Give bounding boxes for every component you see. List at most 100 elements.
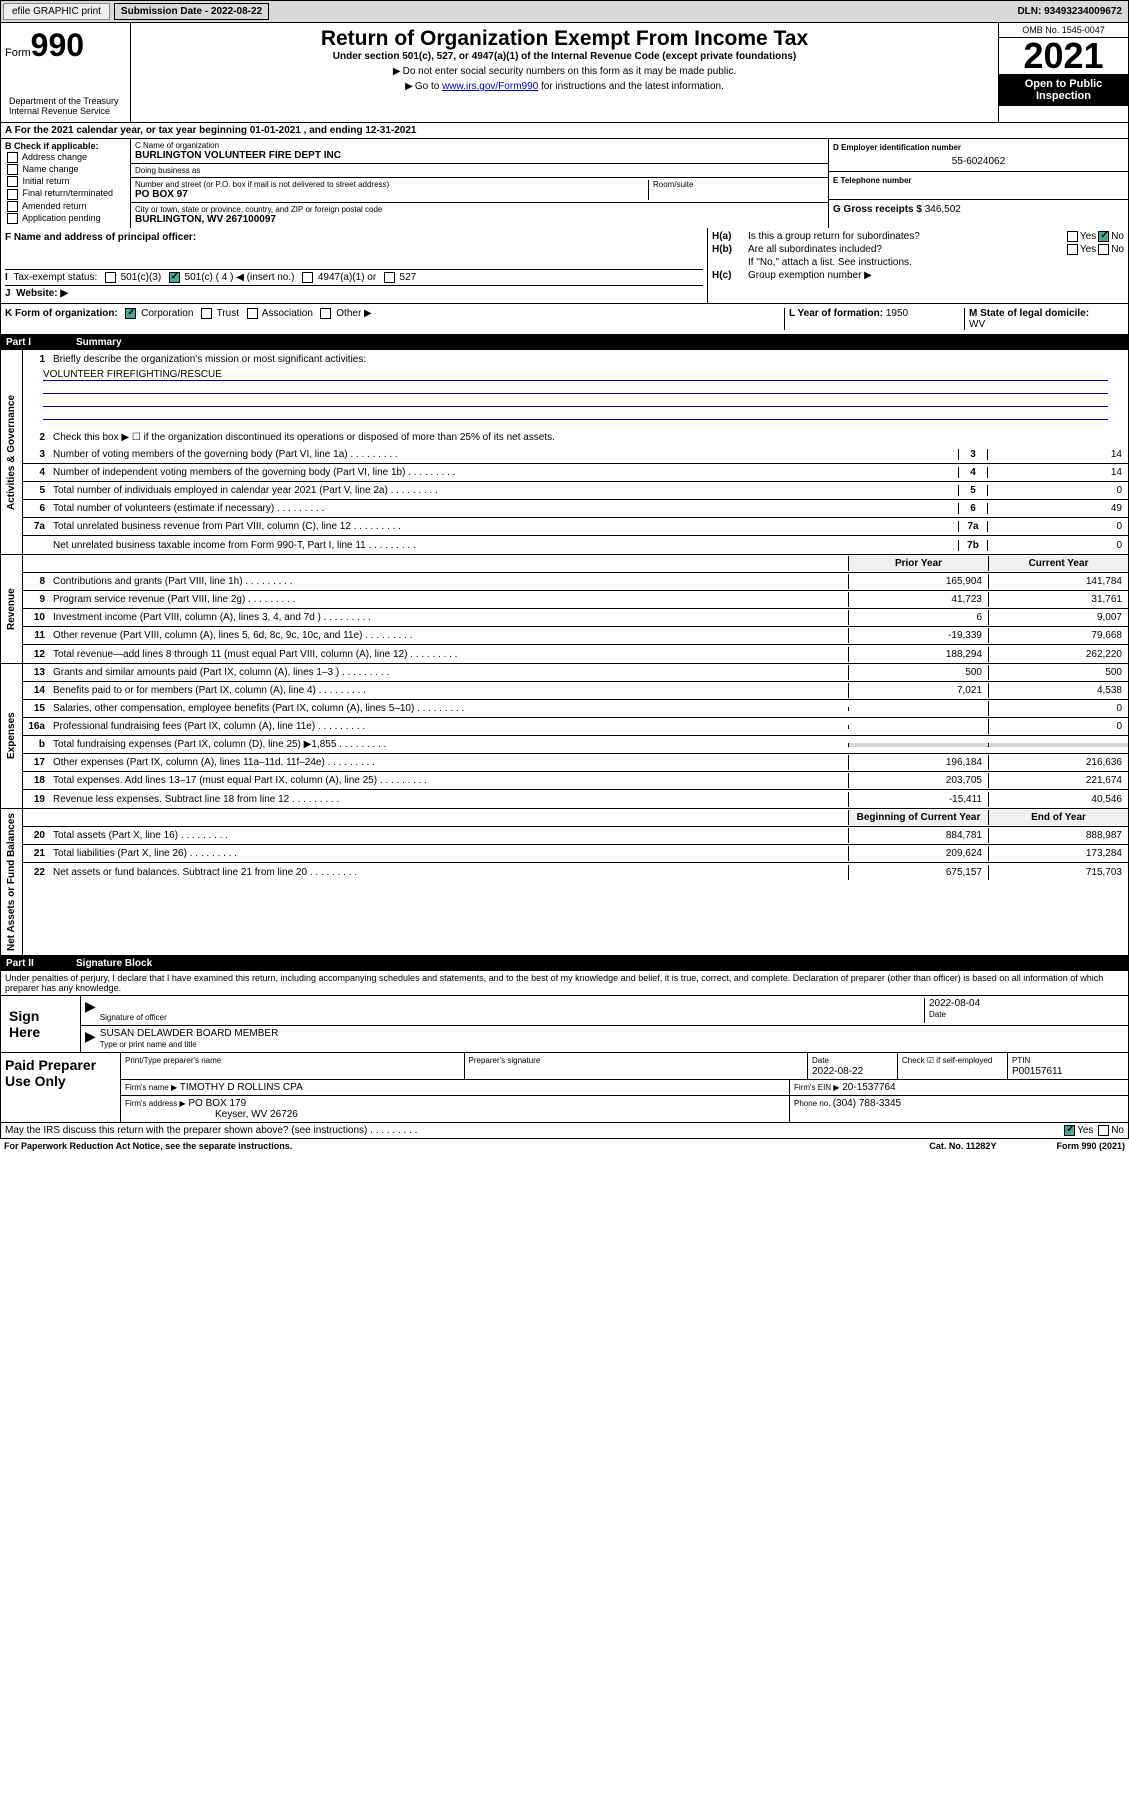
prep-date-label: Date bbox=[812, 1056, 829, 1065]
check-name-change[interactable]: Name change bbox=[5, 164, 126, 175]
bottom-line: For Paperwork Reduction Act Notice, see … bbox=[0, 1139, 1129, 1153]
check-501c[interactable] bbox=[169, 272, 180, 283]
check-association[interactable] bbox=[247, 308, 258, 319]
check-4947[interactable] bbox=[302, 272, 313, 283]
summary-line-18: Total expenses. Add lines 13–17 (must eq… bbox=[49, 773, 848, 788]
form-label: Form bbox=[5, 47, 31, 59]
line-value: 14 bbox=[988, 447, 1128, 462]
check-501c3[interactable] bbox=[105, 272, 116, 283]
vtab-expenses: Expenses bbox=[1, 664, 23, 808]
city-value: BURLINGTON, WV 267100097 bbox=[135, 214, 824, 225]
hb-yes[interactable] bbox=[1067, 244, 1078, 255]
summary-line-20: Total assets (Part X, line 16) bbox=[49, 828, 848, 843]
summary-line-10: Investment income (Part VIII, column (A)… bbox=[49, 610, 848, 625]
ptin-value: P00157611 bbox=[1012, 1066, 1062, 1077]
instructions-note: Go to www.irs.gov/Form990 for instructio… bbox=[139, 81, 990, 92]
footer-discuss: May the IRS discuss this return with the… bbox=[0, 1123, 1129, 1139]
prior-year-value: 41,723 bbox=[848, 592, 988, 607]
sig-name-title-label: Type or print name and title bbox=[100, 1040, 197, 1049]
sign-here-label: Sign Here bbox=[1, 996, 81, 1052]
current-year-value: 0 bbox=[988, 701, 1128, 716]
hb-text: Are all subordinates included? bbox=[748, 244, 1065, 255]
summary-line-11: Other revenue (Part VIII, column (A), li… bbox=[49, 628, 848, 643]
check-final-return[interactable]: Final return/terminated bbox=[5, 188, 126, 199]
ha-yes[interactable] bbox=[1067, 231, 1078, 242]
current-year-value: 715,703 bbox=[988, 865, 1128, 880]
current-year-value: 0 bbox=[988, 719, 1128, 734]
current-year-value: 141,784 bbox=[988, 574, 1128, 589]
summary-revenue: Revenue Prior YearCurrent Year 8Contribu… bbox=[0, 555, 1129, 664]
city-label: City or town, state or province, country… bbox=[135, 205, 824, 214]
summary-line-13: Grants and similar amounts paid (Part IX… bbox=[49, 665, 848, 680]
check-address-change[interactable]: Address change bbox=[5, 152, 126, 163]
hc-text: Group exemption number ▶ bbox=[748, 270, 872, 281]
k-label: K Form of organization: bbox=[5, 308, 118, 319]
summary-line-b: Total fundraising expenses (Part IX, col… bbox=[49, 737, 848, 752]
paid-prep-label: Paid Preparer Use Only bbox=[1, 1053, 121, 1122]
room-label: Room/suite bbox=[653, 180, 824, 189]
check-initial-return[interactable]: Initial return bbox=[5, 176, 126, 187]
hb-label: H(b) bbox=[712, 244, 748, 255]
summary-line-19: Revenue less expenses. Subtract line 18 … bbox=[49, 792, 848, 807]
firm-ein-label: Firm's EIN ▶ bbox=[794, 1083, 839, 1092]
j-website-label: Website: ▶ bbox=[16, 288, 68, 299]
discuss-text: May the IRS discuss this return with the… bbox=[5, 1125, 1062, 1136]
irs-link[interactable]: www.irs.gov/Form990 bbox=[442, 81, 538, 92]
summary-line-4: Number of independent voting members of … bbox=[49, 465, 958, 480]
prior-year-value bbox=[848, 725, 988, 729]
dba-label: Doing business as bbox=[135, 166, 824, 175]
discuss-no[interactable] bbox=[1098, 1125, 1109, 1136]
vtab-revenue: Revenue bbox=[1, 555, 23, 663]
prior-year-value: 884,781 bbox=[848, 828, 988, 843]
current-year-value: 79,668 bbox=[988, 628, 1128, 643]
section-f-to-j: F Name and address of principal officer:… bbox=[0, 228, 1129, 304]
paid-preparer: Paid Preparer Use Only Print/Type prepar… bbox=[0, 1053, 1129, 1123]
summary-line-5: Total number of individuals employed in … bbox=[49, 483, 958, 498]
vtab-governance: Activities & Governance bbox=[1, 350, 23, 554]
line-value: 0 bbox=[988, 483, 1128, 498]
line-value: 0 bbox=[988, 519, 1128, 534]
discuss-yes[interactable] bbox=[1064, 1125, 1075, 1136]
check-amended[interactable]: Amended return bbox=[5, 201, 126, 212]
prep-sig-label: Preparer's signature bbox=[469, 1056, 541, 1065]
prior-year-value: 165,904 bbox=[848, 574, 988, 589]
prior-year-value: 500 bbox=[848, 665, 988, 680]
hb-no[interactable] bbox=[1098, 244, 1109, 255]
firm-addr-label: Firm's address ▶ bbox=[125, 1099, 186, 1108]
current-year-value: 40,546 bbox=[988, 792, 1128, 807]
hdr-beginning-year: Beginning of Current Year bbox=[848, 810, 988, 825]
f-officer-label: F Name and address of principal officer: bbox=[5, 232, 196, 243]
print-name-label: Print/Type preparer's name bbox=[125, 1056, 221, 1065]
org-name: BURLINGTON VOLUNTEER FIRE DEPT INC bbox=[135, 150, 824, 161]
hb-note: If "No," attach a list. See instructions… bbox=[748, 257, 912, 268]
top-bar: efile GRAPHIC print Submission Date - 20… bbox=[0, 0, 1129, 23]
tax-year: 2021 bbox=[999, 38, 1128, 74]
b-label: B Check if applicable: bbox=[5, 141, 126, 151]
part-1-header: Part ISummary bbox=[0, 335, 1129, 350]
sig-date-label: Date bbox=[929, 1010, 946, 1019]
hdr-end-year: End of Year bbox=[988, 810, 1128, 825]
current-year-value: 888,987 bbox=[988, 828, 1128, 843]
dept-treasury: Department of the Treasury Internal Reve… bbox=[5, 94, 126, 118]
m-state-label: M State of legal domicile: bbox=[969, 308, 1089, 319]
d-ein-label: D Employer identification number bbox=[833, 143, 1124, 152]
check-other[interactable] bbox=[320, 308, 331, 319]
check-app-pending[interactable]: Application pending bbox=[5, 213, 126, 224]
prior-year-value: 196,184 bbox=[848, 755, 988, 770]
check-527[interactable] bbox=[384, 272, 395, 283]
ein-value: 55-6024062 bbox=[833, 156, 1124, 167]
sig-date: 2022-08-04 bbox=[929, 998, 980, 1009]
summary-governance: Activities & Governance 1Briefly describ… bbox=[0, 350, 1129, 555]
current-year-value: 216,636 bbox=[988, 755, 1128, 770]
check-corporation[interactable] bbox=[125, 308, 136, 319]
current-year-value: 500 bbox=[988, 665, 1128, 680]
check-trust[interactable] bbox=[201, 308, 212, 319]
line-box: 7a bbox=[958, 521, 988, 532]
pra-notice: For Paperwork Reduction Act Notice, see … bbox=[4, 1141, 929, 1151]
current-year-value: 173,284 bbox=[988, 846, 1128, 861]
sig-officer-label: Signature of officer bbox=[100, 1013, 167, 1022]
efile-print-button[interactable]: efile GRAPHIC print bbox=[3, 3, 110, 20]
prior-year-value bbox=[848, 743, 988, 747]
line-value: 49 bbox=[988, 501, 1128, 516]
ha-no[interactable] bbox=[1098, 231, 1109, 242]
